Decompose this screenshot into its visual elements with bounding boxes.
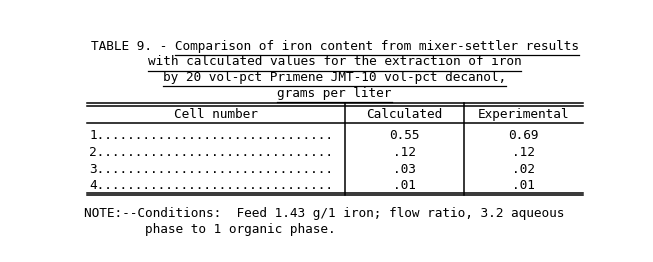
Text: .12: .12 bbox=[512, 146, 535, 159]
Text: 2...............................: 2............................... bbox=[89, 146, 333, 159]
Text: by 20 vol-pct Primene JMT-10 vol-pct decanol,: by 20 vol-pct Primene JMT-10 vol-pct dec… bbox=[163, 71, 506, 84]
Text: Cell number: Cell number bbox=[174, 108, 257, 121]
Text: 4...............................: 4............................... bbox=[89, 179, 333, 192]
Text: grams per liter: grams per liter bbox=[278, 87, 392, 100]
Text: with calculated values for the extraction of iron: with calculated values for the extractio… bbox=[148, 55, 522, 68]
Text: TABLE 9. - Comparison of iron content from mixer-settler results: TABLE 9. - Comparison of iron content fr… bbox=[91, 40, 579, 52]
Text: 0.55: 0.55 bbox=[389, 129, 419, 143]
Text: Calculated: Calculated bbox=[366, 108, 442, 121]
Text: .01: .01 bbox=[392, 179, 415, 192]
Text: 1...............................: 1............................... bbox=[89, 129, 333, 143]
Text: NOTE:--Conditions:  Feed 1.43 g/1 iron; flow ratio, 3.2 aqueous: NOTE:--Conditions: Feed 1.43 g/1 iron; f… bbox=[84, 207, 565, 220]
Text: phase to 1 organic phase.: phase to 1 organic phase. bbox=[84, 223, 336, 237]
Text: Experimental: Experimental bbox=[477, 108, 569, 121]
Text: 0.69: 0.69 bbox=[508, 129, 538, 143]
Text: .03: .03 bbox=[392, 162, 415, 176]
Text: .02: .02 bbox=[512, 162, 535, 176]
Text: .01: .01 bbox=[512, 179, 535, 192]
Text: 3...............................: 3............................... bbox=[89, 162, 333, 176]
Text: .12: .12 bbox=[392, 146, 415, 159]
